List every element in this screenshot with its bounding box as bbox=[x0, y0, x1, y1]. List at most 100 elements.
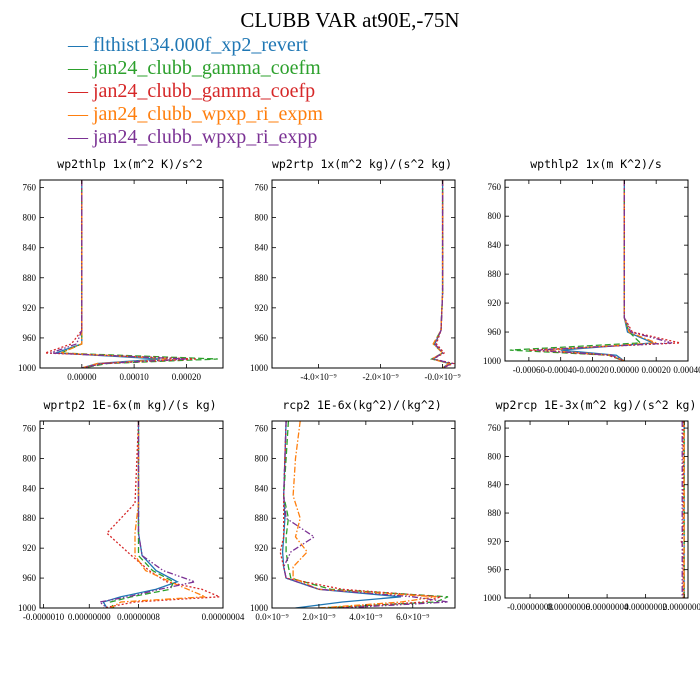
series-line-4 bbox=[110, 421, 206, 608]
series-line-5 bbox=[536, 180, 673, 361]
y-tick-label: 800 bbox=[488, 211, 502, 221]
panel-4: wprtp2 1E-6x(m kg)/(s kg) 760 800 840 880 920… bbox=[18, 398, 245, 622]
y-tick-label: 920 bbox=[23, 303, 37, 313]
plot-frame bbox=[39, 179, 224, 369]
y-tick-label: 920 bbox=[488, 298, 502, 308]
y-tick-label: 960 bbox=[255, 333, 269, 343]
series-line-5 bbox=[283, 421, 449, 608]
y-tick-label: 1000 bbox=[250, 363, 269, 373]
y-tick-label: 1000 bbox=[18, 363, 37, 373]
x-tick-label: 0.00000004 bbox=[586, 602, 629, 612]
legend-swatch-5: — bbox=[68, 126, 93, 148]
legend-item-3: — jan24_clubb_gamma_coefp bbox=[68, 80, 323, 103]
plot-frame bbox=[39, 420, 224, 609]
series-line-3 bbox=[528, 180, 681, 361]
panel-title: wp2rcp 1E-3x(m^2 kg)/(s^2 kg) bbox=[496, 398, 697, 412]
x-tick-label: 0.00000000 bbox=[68, 612, 111, 622]
legend-label-4: jan24_clubb_wpxp_ri_expm bbox=[93, 103, 323, 125]
x-tick-label: -0.0×10⁻⁹ bbox=[424, 372, 460, 382]
x-tick-label: -2.0×10⁻⁹ bbox=[362, 372, 398, 382]
series-line-3 bbox=[103, 421, 220, 608]
series-line-3 bbox=[44, 180, 197, 368]
x-tick-label: -0.0000010 bbox=[23, 612, 65, 622]
y-tick-label: 880 bbox=[488, 508, 502, 518]
y-tick-label: 880 bbox=[255, 513, 269, 523]
y-tick-label: 840 bbox=[23, 483, 37, 493]
legend: — flthist134.000f_xp2_revert — jan24_clu… bbox=[68, 34, 323, 149]
series-line-1 bbox=[55, 180, 161, 368]
plot-frame bbox=[271, 420, 456, 609]
series-line-3 bbox=[279, 421, 442, 608]
panel-title: wpthlp2 1x(m K^2)/s bbox=[530, 157, 662, 171]
legend-item-4: — jan24_clubb_wpxp_ri_expm bbox=[68, 103, 323, 126]
y-tick-label: 960 bbox=[23, 333, 37, 343]
x-tick-label: 0.00000002 bbox=[624, 602, 667, 612]
x-tick-label: 0.00000000 bbox=[663, 602, 700, 612]
legend-label-1: flthist134.000f_xp2_revert bbox=[93, 34, 308, 56]
legend-swatch-4: — bbox=[68, 103, 93, 125]
y-tick-label: 800 bbox=[255, 453, 269, 463]
x-tick-label: 0.00010 bbox=[119, 372, 149, 382]
y-tick-label: 920 bbox=[255, 303, 269, 313]
x-tick-label: -0.00060 bbox=[513, 365, 546, 375]
x-tick-label: 2.0×10⁻⁹ bbox=[302, 612, 335, 622]
x-tick-label: 0.00000008 bbox=[117, 612, 160, 622]
y-tick-label: 800 bbox=[23, 453, 37, 463]
legend-swatch-2: — bbox=[68, 57, 93, 79]
y-tick-label: 840 bbox=[23, 243, 37, 253]
legend-swatch-1: — bbox=[68, 34, 93, 56]
plot-frame bbox=[271, 179, 456, 369]
x-tick-label: -0.00020 bbox=[576, 365, 609, 375]
y-tick-label: 800 bbox=[255, 213, 269, 223]
x-tick-label: 6.0×10⁻⁹ bbox=[396, 612, 429, 622]
series-line-2 bbox=[509, 180, 642, 361]
panel-1: wp2thlp 1x(m^2 K)/s^2 760 800 840 880 920 960 1… bbox=[18, 157, 224, 382]
panel-5: rcp2 1E-6x(kg^2)/(kg^2) 760 800 840 880 920 96… bbox=[250, 398, 456, 622]
y-tick-label: 960 bbox=[488, 565, 502, 575]
y-tick-label: 880 bbox=[255, 273, 269, 283]
y-tick-label: 880 bbox=[23, 513, 37, 523]
y-tick-label: 920 bbox=[255, 543, 269, 553]
series-line-2 bbox=[283, 421, 449, 608]
series-line-5 bbox=[431, 180, 454, 368]
series-line-5 bbox=[50, 180, 187, 368]
legend-label-5: jan24_clubb_wpxp_ri_expp bbox=[93, 126, 318, 148]
page-title: CLUBB VAR at90E,-75N bbox=[240, 8, 460, 32]
y-tick-label: 1000 bbox=[483, 593, 502, 603]
x-tick-label: 0.00020 bbox=[642, 365, 672, 375]
plot-frame bbox=[504, 420, 689, 599]
x-tick-label: -4.0×10⁻⁹ bbox=[300, 372, 336, 382]
y-tick-label: 960 bbox=[255, 573, 269, 583]
y-tick-label: 840 bbox=[488, 480, 502, 490]
series-line-2 bbox=[109, 421, 175, 608]
y-tick-label: 880 bbox=[488, 269, 502, 279]
y-tick-label: 800 bbox=[488, 451, 502, 461]
legend-label-2: jan24_clubb_gamma_coefm bbox=[93, 57, 321, 79]
y-tick-label: 840 bbox=[488, 240, 502, 250]
x-tick-label: 0.00040 bbox=[673, 365, 700, 375]
series-line-1 bbox=[281, 421, 402, 608]
x-tick-label: 0.00000004 bbox=[202, 612, 245, 622]
x-tick-label: 0.00000006 bbox=[547, 602, 590, 612]
y-tick-label: 920 bbox=[23, 543, 37, 553]
panel-title: rcp2 1E-6x(kg^2)/(kg^2) bbox=[282, 398, 441, 412]
y-tick-label: 960 bbox=[23, 573, 37, 583]
panel-3: wpthlp2 1x(m K^2)/s 760 800 840 880 920 960 100… bbox=[483, 157, 700, 375]
series-line-4 bbox=[429, 180, 451, 368]
y-tick-label: 760 bbox=[488, 182, 502, 192]
legend-item-1: — flthist134.000f_xp2_revert bbox=[68, 34, 323, 57]
panel-2: wp2rtp 1x(m^2 kg)/(s^2 kg) 760 800 840 880 92… bbox=[250, 157, 461, 382]
panel-title: wp2rtp 1x(m^2 kg)/(s^2 kg) bbox=[272, 157, 452, 171]
legend-item-5: — jan24_clubb_wpxp_ri_expp bbox=[68, 126, 323, 149]
x-tick-label: -0.00040 bbox=[545, 365, 578, 375]
series-line-3 bbox=[680, 421, 684, 598]
y-tick-label: 800 bbox=[23, 213, 37, 223]
y-tick-label: 760 bbox=[23, 183, 37, 193]
y-tick-label: 1000 bbox=[250, 603, 269, 613]
y-tick-label: 920 bbox=[488, 536, 502, 546]
y-tick-label: 760 bbox=[255, 423, 269, 433]
panel-title: wp2thlp 1x(m^2 K)/s^2 bbox=[57, 157, 202, 171]
panel-title: wprtp2 1E-6x(m kg)/(s kg) bbox=[43, 398, 216, 412]
y-tick-label: 1000 bbox=[18, 603, 37, 613]
